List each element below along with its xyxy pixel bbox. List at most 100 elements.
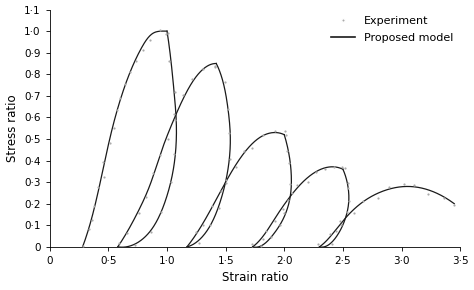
Point <box>79 244 87 248</box>
Point <box>223 180 230 185</box>
Point <box>350 211 357 215</box>
Point <box>344 186 352 191</box>
Point <box>89 218 96 223</box>
Point <box>115 241 123 246</box>
Point <box>142 195 149 200</box>
Point <box>286 182 294 186</box>
Point <box>188 77 196 81</box>
Point <box>315 242 322 247</box>
Point <box>168 180 175 184</box>
Point <box>328 242 336 247</box>
Point <box>225 130 232 135</box>
Point <box>163 32 170 37</box>
Point <box>113 108 121 113</box>
Point <box>100 174 108 179</box>
Point <box>91 204 98 209</box>
Point <box>123 231 131 235</box>
Point <box>282 129 289 133</box>
Point <box>283 148 291 153</box>
Point <box>248 242 255 246</box>
Legend: Experiment, Proposed model: Experiment, Proposed model <box>326 12 458 47</box>
Point <box>211 64 219 68</box>
Point <box>182 247 190 252</box>
Point <box>217 189 225 194</box>
Point <box>121 82 128 87</box>
Point <box>211 65 219 69</box>
Point <box>345 199 353 204</box>
Point <box>146 37 154 42</box>
Point <box>317 248 325 253</box>
Point <box>272 219 279 223</box>
Point <box>293 183 301 187</box>
Point <box>147 229 155 234</box>
Point <box>94 185 102 190</box>
Point <box>135 210 143 215</box>
X-axis label: Strain ratio: Strain ratio <box>222 271 288 284</box>
Point <box>85 226 92 231</box>
Point <box>222 177 229 182</box>
Point <box>257 243 265 248</box>
Point <box>451 203 458 207</box>
Point <box>341 166 349 170</box>
Point <box>323 247 331 251</box>
Point <box>170 112 177 117</box>
Point <box>359 198 367 203</box>
Point <box>216 206 223 210</box>
Point <box>196 240 203 245</box>
Point <box>285 161 293 166</box>
Point <box>117 96 124 100</box>
Point <box>185 247 193 252</box>
Point <box>343 210 350 215</box>
Point <box>110 126 118 130</box>
Point <box>171 117 179 122</box>
Point <box>374 195 382 200</box>
Point <box>131 242 139 247</box>
Point <box>222 79 229 84</box>
Point <box>385 185 392 190</box>
Point <box>332 229 340 233</box>
Point <box>179 93 187 97</box>
Point <box>259 133 267 137</box>
Point <box>224 106 232 111</box>
Point <box>200 67 207 71</box>
Point <box>164 137 172 142</box>
Point <box>267 235 274 239</box>
Point <box>337 219 344 224</box>
Point <box>149 171 157 176</box>
Point <box>192 229 200 234</box>
Point <box>249 146 256 151</box>
Point <box>227 157 234 162</box>
Point <box>326 232 334 237</box>
Y-axis label: Stress ratio: Stress ratio <box>6 95 18 162</box>
Point <box>164 31 172 36</box>
Point <box>156 28 164 33</box>
Point <box>107 140 114 145</box>
Point <box>200 223 207 228</box>
Point <box>208 204 216 208</box>
Point <box>338 165 346 170</box>
Point <box>158 210 165 215</box>
Point <box>284 198 292 203</box>
Point <box>232 165 239 170</box>
Point <box>282 132 290 137</box>
Point <box>207 223 214 228</box>
Point <box>280 210 288 215</box>
Point <box>115 247 123 252</box>
Point <box>156 153 164 157</box>
Point <box>304 180 312 185</box>
Point <box>133 58 140 63</box>
Point <box>276 223 283 228</box>
Point <box>440 196 447 200</box>
Point <box>337 223 345 227</box>
Point <box>100 159 107 164</box>
Point <box>410 183 418 188</box>
Point <box>312 170 320 175</box>
Point <box>248 246 256 251</box>
Point <box>400 181 408 186</box>
Point <box>271 128 278 133</box>
Point <box>425 192 432 196</box>
Point <box>263 228 270 233</box>
Point <box>279 207 287 211</box>
Point <box>240 149 248 154</box>
Point <box>330 165 338 169</box>
